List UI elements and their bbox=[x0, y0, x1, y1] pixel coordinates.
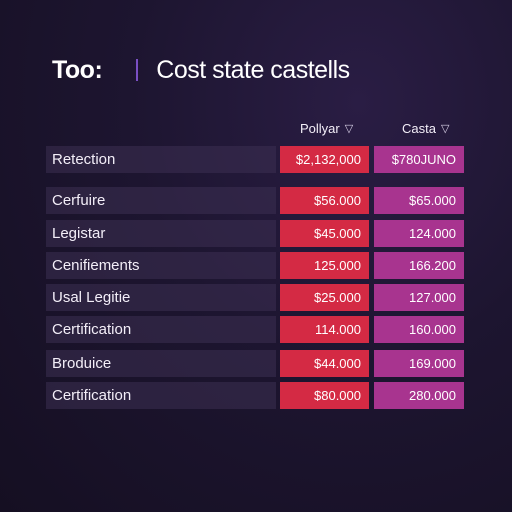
column-header-label: Casta bbox=[402, 121, 436, 136]
title-divider bbox=[136, 59, 139, 81]
pollyar-cell: $45.000 bbox=[280, 220, 369, 247]
casta-cell: 160.000 bbox=[374, 316, 464, 343]
table-row[interactable]: Broduice $44.000 169.000 bbox=[46, 350, 464, 377]
casta-cell: 169.000 bbox=[374, 350, 464, 377]
column-header-casta[interactable]: Casta ▽ bbox=[402, 121, 449, 136]
casta-cell: 280.000 bbox=[374, 382, 464, 409]
row-label: Broduice bbox=[46, 350, 276, 377]
column-header-label: Pollyar bbox=[300, 121, 340, 136]
pollyar-cell: $56.000 bbox=[280, 187, 369, 214]
casta-cell: 127.000 bbox=[374, 284, 464, 311]
table-row[interactable]: Cerfuire $56.000 $65.000 bbox=[46, 187, 464, 214]
chevron-down-icon: ▽ bbox=[440, 123, 450, 135]
row-label: Cerfuire bbox=[46, 187, 276, 214]
table-row[interactable]: Cenifiements 125.000 166.200 bbox=[46, 252, 464, 279]
page-title: Cost state castells bbox=[156, 55, 350, 84]
row-label: Cenifiements bbox=[46, 252, 276, 279]
row-label: Retection bbox=[46, 146, 276, 173]
chevron-down-icon: ▽ bbox=[344, 123, 354, 135]
row-label: Certification bbox=[46, 316, 276, 343]
casta-cell: $65.000 bbox=[374, 187, 464, 214]
pollyar-cell: $80.000 bbox=[280, 382, 369, 409]
table-row[interactable]: Certification 114.000 160.000 bbox=[46, 316, 464, 343]
pollyar-cell: $25.000 bbox=[280, 284, 369, 311]
casta-cell: 166.200 bbox=[374, 252, 464, 279]
table-row[interactable]: Usal Legitie $25.000 127.000 bbox=[46, 284, 464, 311]
column-header-pollyar[interactable]: Pollyar ▽ bbox=[300, 121, 353, 136]
table-row[interactable]: Legistar $45.000 124.000 bbox=[46, 220, 464, 247]
row-label: Usal Legitie bbox=[46, 284, 276, 311]
row-label: Certification bbox=[46, 382, 276, 409]
pollyar-cell: 125.000 bbox=[280, 252, 369, 279]
casta-cell: 124.000 bbox=[374, 220, 464, 247]
table-row[interactable]: Retection $2,132,000 $780JUNO bbox=[46, 146, 464, 173]
row-label: Legistar bbox=[46, 220, 276, 247]
pollyar-cell: 114.000 bbox=[280, 316, 369, 343]
casta-cell: $780JUNO bbox=[374, 146, 464, 173]
pollyar-cell: $44.000 bbox=[280, 350, 369, 377]
pollyar-cell: $2,132,000 bbox=[280, 146, 369, 173]
app-name: Too: bbox=[52, 55, 103, 84]
page-header: Too: Cost state castells bbox=[52, 52, 350, 88]
table-row[interactable]: Certification $80.000 280.000 bbox=[46, 382, 464, 409]
